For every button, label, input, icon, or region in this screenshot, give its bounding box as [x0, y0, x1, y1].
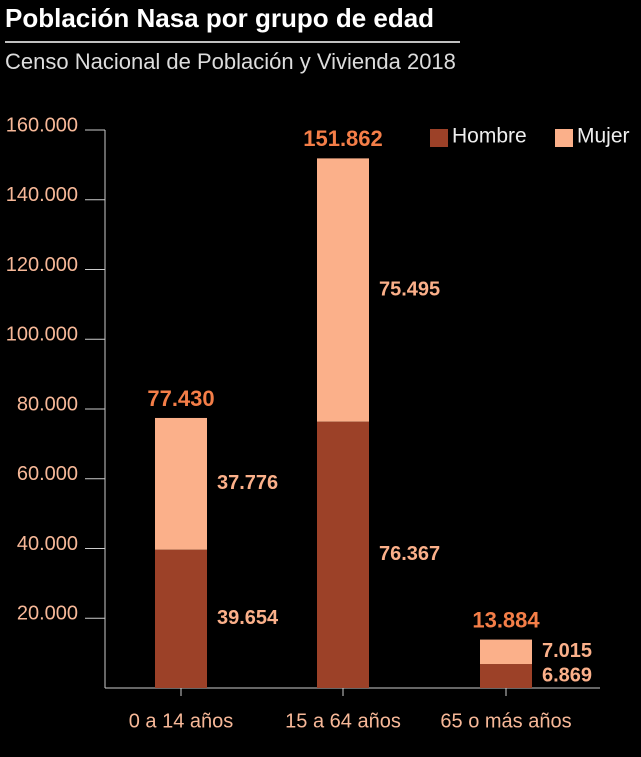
- value-label: 76.367: [379, 543, 440, 565]
- legend-label: Mujer: [577, 125, 630, 148]
- total-label: 77.430: [147, 386, 214, 411]
- y-tick-label: 80.000: [17, 393, 78, 415]
- y-tick-label: 100.000: [6, 324, 78, 346]
- legend-label: Hombre: [452, 125, 527, 148]
- total-label: 151.862: [303, 126, 383, 151]
- bar-segment: [480, 664, 532, 688]
- y-tick-label: 40.000: [17, 533, 78, 555]
- chart-subtitle: Censo Nacional de Población y Vivienda 2…: [5, 49, 456, 74]
- value-label: 7.015: [542, 640, 592, 662]
- value-label: 6.869: [542, 664, 592, 686]
- y-tick-label: 160.000: [6, 114, 78, 136]
- bar-segment: [317, 421, 369, 688]
- value-label: 39.654: [217, 607, 279, 629]
- y-tick-label: 20.000: [17, 603, 78, 625]
- value-label: 37.776: [217, 472, 278, 494]
- value-label: 75.495: [379, 278, 440, 300]
- x-tick-label: 0 a 14 años: [129, 710, 234, 732]
- y-tick-label: 120.000: [6, 254, 78, 276]
- x-tick-label: 15 a 64 años: [285, 710, 401, 732]
- bar-segment: [480, 639, 532, 665]
- legend-swatch: [430, 129, 448, 147]
- chart-title: Población Nasa por grupo de edad: [5, 3, 434, 33]
- x-tick-label: 65 o más años: [440, 710, 571, 732]
- bar-segment: [155, 549, 207, 688]
- bar-segment: [317, 158, 369, 422]
- bar-segment: [155, 417, 207, 550]
- total-label: 13.884: [472, 607, 540, 632]
- legend-swatch: [555, 129, 573, 147]
- y-tick-label: 140.000: [6, 184, 78, 206]
- y-tick-label: 60.000: [17, 463, 78, 485]
